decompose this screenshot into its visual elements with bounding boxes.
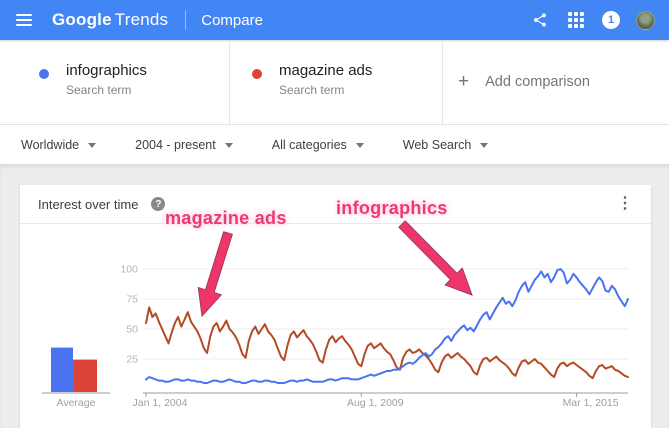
header-actions: 1 — [530, 10, 655, 30]
svg-text:Mar 1, 2015: Mar 1, 2015 — [563, 397, 619, 409]
chart-title: Interest over time — [38, 196, 139, 212]
help-icon[interactable]: ? — [151, 197, 166, 211]
term-color-dot-blue — [39, 69, 49, 79]
google-trends-logo[interactable]: Google Trends — [52, 10, 168, 30]
avatar[interactable] — [636, 10, 655, 30]
interest-over-time-card: Interest over time ? ⋮ 25 50 75 100 Jan 1, 2… — [20, 185, 651, 428]
chevron-down-icon — [355, 143, 364, 148]
filters-bar: Worldwide 2004 - present All categories … — [0, 125, 669, 165]
term-sublabel: Search term — [279, 83, 345, 97]
filter-category[interactable]: All categories — [272, 138, 364, 152]
filter-search-type[interactable]: Web Search — [403, 138, 489, 152]
term-label: infographics — [66, 62, 147, 79]
term-color-dot-red — [252, 69, 262, 79]
svg-text:100: 100 — [120, 264, 138, 276]
menu-icon[interactable] — [16, 14, 32, 26]
annotation-magazine-ads: magazine ads — [165, 208, 287, 228]
filter-region[interactable]: Worldwide — [21, 138, 97, 152]
svg-text:Jan 1, 2004: Jan 1, 2004 — [133, 397, 188, 409]
logo-trends: Trends — [114, 10, 169, 29]
logo-google: Google — [52, 10, 112, 29]
svg-text:25: 25 — [126, 354, 138, 366]
page-title: Compare — [201, 11, 263, 29]
svg-text:50: 50 — [126, 324, 138, 336]
share-icon[interactable] — [530, 10, 550, 30]
chevron-down-icon — [480, 143, 489, 148]
chart-card-header: Interest over time ? ⋮ — [20, 185, 651, 224]
notifications-badge[interactable]: 1 — [602, 11, 620, 29]
term-card-magazine-ads[interactable]: magazine ads Search term — [230, 40, 443, 124]
chevron-down-icon — [224, 143, 233, 148]
comparison-row: infographics Search term magazine ads Se… — [0, 40, 669, 125]
page-content: Interest over time ? ⋮ 25 50 75 100 Jan 1, 2… — [0, 165, 669, 428]
header-divider — [185, 10, 187, 30]
svg-text:Aug 1, 2009: Aug 1, 2009 — [347, 397, 404, 409]
apps-grid-icon[interactable] — [566, 10, 586, 30]
plus-icon: + — [458, 71, 470, 92]
term-label: magazine ads — [279, 62, 373, 79]
chevron-down-icon — [88, 143, 97, 148]
term-card-infographics[interactable]: infographics Search term — [17, 40, 230, 124]
svg-text:75: 75 — [126, 294, 138, 306]
filter-time-range[interactable]: 2004 - present — [135, 138, 233, 152]
add-comparison-button[interactable]: + Add comparison — [443, 40, 656, 124]
add-comparison-label: Add comparison — [485, 74, 590, 90]
kebab-menu-icon[interactable]: ⋮ — [617, 195, 633, 212]
svg-text:Average: Average — [57, 397, 96, 409]
app-header: Google Trends Compare 1 — [0, 0, 669, 40]
annotation-infographics: infographics — [336, 198, 448, 218]
term-sublabel: Search term — [66, 83, 132, 97]
